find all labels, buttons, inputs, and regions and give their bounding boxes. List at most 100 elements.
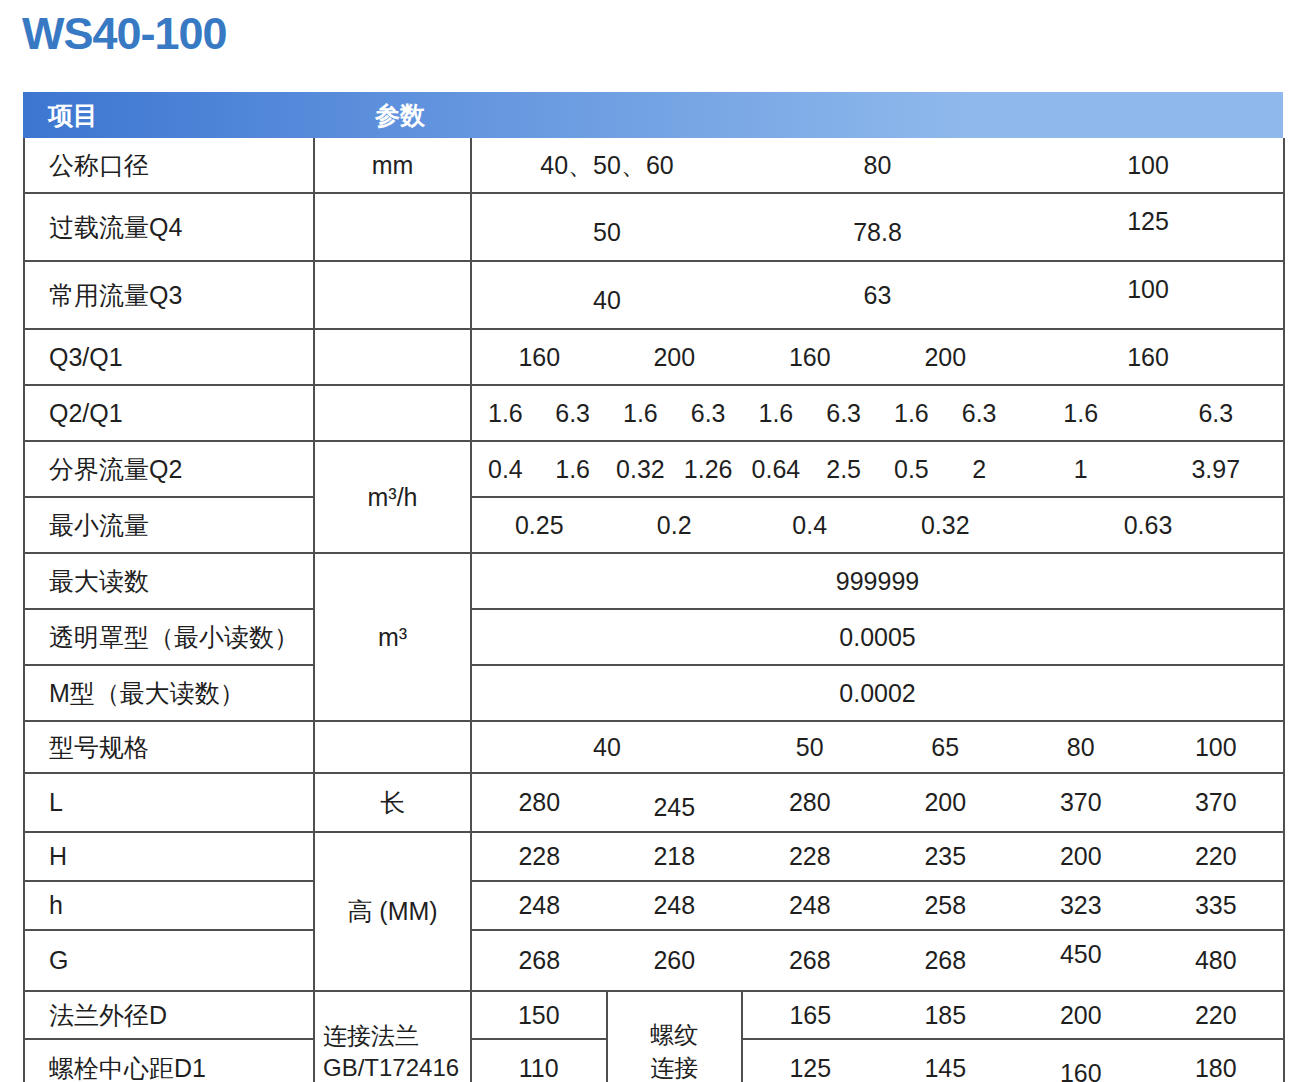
value-cell: 185 bbox=[878, 991, 1014, 1039]
value-cell: 110 bbox=[471, 1039, 607, 1082]
value-cell: 160 bbox=[742, 329, 878, 385]
value-cell: 1.6 bbox=[1013, 385, 1149, 441]
unit-cell-empty bbox=[314, 385, 471, 441]
value-cell: 3.97 bbox=[1149, 441, 1285, 497]
header-param-label: 参数 bbox=[375, 99, 425, 132]
value-cell: 78.8 bbox=[742, 193, 1013, 261]
value-cell: 1.6 bbox=[471, 385, 539, 441]
value-cell: 100 bbox=[1013, 261, 1284, 329]
value-cell: 160 bbox=[471, 329, 607, 385]
value-cell: 268 bbox=[742, 930, 878, 991]
value-cell: 100 bbox=[1149, 721, 1285, 773]
value-cell: 6.3 bbox=[810, 385, 878, 441]
value-cell: 200 bbox=[878, 329, 1014, 385]
value-cell: 0.4 bbox=[742, 497, 878, 553]
unit-cell: 长 bbox=[314, 773, 471, 832]
unit-cell: mm bbox=[314, 138, 471, 193]
row-label: M型（最大读数） bbox=[24, 665, 314, 721]
page-title: WS40-100 bbox=[22, 8, 227, 60]
value-cell: 220 bbox=[1149, 991, 1285, 1039]
value-cell: 0.64 bbox=[742, 441, 810, 497]
table-row: L 长 280 245 280 200 370 370 bbox=[24, 773, 1284, 832]
value-cell: 40 bbox=[471, 261, 742, 329]
value-cell: 0.4 bbox=[471, 441, 539, 497]
value-cell: 0.5 bbox=[878, 441, 946, 497]
table-row: 常用流量Q3 40 63 100 bbox=[24, 261, 1284, 329]
row-label: 透明罩型（最小读数） bbox=[24, 609, 314, 665]
value-cell: 245 bbox=[607, 773, 743, 832]
value-cell: 160 bbox=[1013, 329, 1284, 385]
row-label: 常用流量Q3 bbox=[24, 261, 314, 329]
value-cell: 80 bbox=[742, 138, 1013, 193]
value-cell: 0.63 bbox=[1013, 497, 1284, 553]
value-cell: 235 bbox=[878, 832, 1014, 881]
table-row: 分界流量Q2 m³/h 0.4 1.6 0.32 1.26 0.64 2.5 0… bbox=[24, 441, 1284, 497]
value-cell: 160 bbox=[1013, 1039, 1149, 1082]
value-cell: 323 bbox=[1013, 881, 1149, 930]
value-cell: 145 bbox=[878, 1039, 1014, 1082]
value-cell: 0.2 bbox=[607, 497, 743, 553]
value-cell: 200 bbox=[1013, 991, 1149, 1039]
value-cell: 228 bbox=[471, 832, 607, 881]
value-cell: 248 bbox=[607, 881, 743, 930]
row-label: 螺栓中心距D1 bbox=[24, 1039, 314, 1082]
value-cell: 63 bbox=[742, 261, 1013, 329]
value-cell: 6.3 bbox=[1149, 385, 1285, 441]
value-cell: 6.3 bbox=[674, 385, 742, 441]
table-row: 最大读数 m³ 999999 bbox=[24, 553, 1284, 609]
value-cell: 80 bbox=[1013, 721, 1149, 773]
unit-cell: m³ bbox=[314, 553, 471, 721]
value-cell: 40、50、60 bbox=[471, 138, 742, 193]
spec-table-wrap: 项目 参数 公称口径 mm 40、50、60 80 100 过载流量Q4 50 … bbox=[23, 92, 1283, 1082]
value-cell: 280 bbox=[742, 773, 878, 832]
value-cell: 180 bbox=[1149, 1039, 1285, 1082]
value-cell: 200 bbox=[1013, 832, 1149, 881]
value-cell: 450 bbox=[1013, 930, 1149, 991]
table-row: 公称口径 mm 40、50、60 80 100 bbox=[24, 138, 1284, 193]
row-label: 最小流量 bbox=[24, 497, 314, 553]
header-item-label: 项目 bbox=[48, 99, 98, 132]
table-row: Q3/Q1 160 200 160 200 160 bbox=[24, 329, 1284, 385]
value-cell: 150 bbox=[471, 991, 607, 1039]
value-cell: 2.5 bbox=[810, 441, 878, 497]
row-label: 过载流量Q4 bbox=[24, 193, 314, 261]
table-row: M型（最大读数） 0.0002 bbox=[24, 665, 1284, 721]
value-cell: 0.32 bbox=[607, 441, 675, 497]
value-cell: 260 bbox=[607, 930, 743, 991]
table-row: Q2/Q1 1.6 6.3 1.6 6.3 1.6 6.3 1.6 6.3 1.… bbox=[24, 385, 1284, 441]
row-label: L bbox=[24, 773, 314, 832]
row-label: G bbox=[24, 930, 314, 991]
value-cell: 1.6 bbox=[607, 385, 675, 441]
value-cell: 268 bbox=[471, 930, 607, 991]
table-row: h 248 248 248 258 323 335 bbox=[24, 881, 1284, 930]
value-cell: 1.6 bbox=[878, 385, 946, 441]
value-cell: 2 bbox=[945, 441, 1013, 497]
value-cell: 0.25 bbox=[471, 497, 607, 553]
unit-cell: 高 (MM) bbox=[314, 832, 471, 991]
unit-cell-empty bbox=[314, 193, 471, 261]
value-cell: 999999 bbox=[471, 553, 1284, 609]
row-label: H bbox=[24, 832, 314, 881]
value-cell: 40 bbox=[471, 721, 742, 773]
table-row: G 268 260 268 268 450 480 bbox=[24, 930, 1284, 991]
value-cell: 165 bbox=[742, 991, 878, 1039]
unit-cell: m³/h bbox=[314, 441, 471, 553]
thread-connection-cell: 螺纹 连接 G28 bbox=[607, 991, 743, 1082]
value-cell: 280 bbox=[471, 773, 607, 832]
table-header-bar: 项目 参数 bbox=[23, 92, 1283, 138]
row-label: 分界流量Q2 bbox=[24, 441, 314, 497]
value-cell: 65 bbox=[878, 721, 1014, 773]
unit-cell-empty bbox=[314, 261, 471, 329]
table-row: H 高 (MM) 228 218 228 235 200 220 bbox=[24, 832, 1284, 881]
unit-cell: 连接法兰 GB/T172416 -1998 bbox=[314, 991, 471, 1082]
row-label: h bbox=[24, 881, 314, 930]
value-cell: 0.0002 bbox=[471, 665, 1284, 721]
value-cell: 1.6 bbox=[742, 385, 810, 441]
value-cell: 50 bbox=[742, 721, 878, 773]
unit-cell-empty bbox=[314, 721, 471, 773]
unit-cell-empty bbox=[314, 329, 471, 385]
table-row: 透明罩型（最小读数） 0.0005 bbox=[24, 609, 1284, 665]
value-cell: 0.32 bbox=[878, 497, 1014, 553]
value-cell: 258 bbox=[878, 881, 1014, 930]
value-cell: 1.6 bbox=[539, 441, 607, 497]
